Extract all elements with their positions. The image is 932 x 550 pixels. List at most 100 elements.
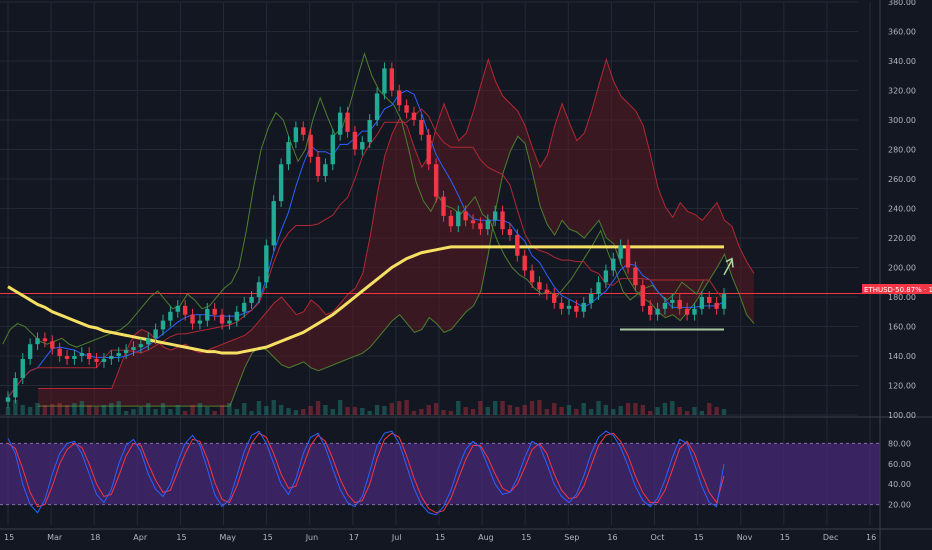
volume-bar — [456, 401, 461, 415]
candle-body — [367, 120, 372, 143]
candle-body — [389, 68, 395, 91]
candle-body — [323, 164, 328, 177]
volume-bar — [278, 405, 284, 415]
volume-bar — [315, 401, 321, 415]
candle-body — [596, 282, 601, 295]
volume-bar — [301, 409, 306, 415]
candle-body — [544, 289, 550, 295]
volume-bar — [522, 405, 527, 415]
candle-body — [574, 305, 579, 312]
volume-bar — [492, 401, 498, 415]
volume-bar — [109, 403, 114, 415]
candle-body — [529, 270, 535, 283]
cloud-area — [38, 59, 754, 407]
x-tick-label: 16 — [607, 533, 617, 542]
volume-bar — [197, 403, 203, 415]
volume-bar — [5, 407, 11, 415]
candle-body — [581, 302, 586, 312]
volume-bar — [647, 411, 653, 415]
volume-bar — [101, 405, 107, 415]
x-tick-label: 17 — [349, 533, 359, 542]
volume-bar — [123, 411, 129, 415]
candle-body — [256, 282, 262, 297]
candle-body — [433, 164, 439, 197]
volume-bar — [242, 403, 247, 415]
volume-bar — [50, 404, 55, 415]
candle-body — [109, 356, 114, 359]
y-tick-label: 120.00 — [888, 382, 916, 391]
candle-body — [27, 344, 33, 359]
volume-bar — [670, 401, 675, 415]
price-badge — [862, 284, 932, 294]
candle-body — [175, 305, 180, 312]
x-tick-label: 15 — [521, 533, 531, 542]
candle-body — [684, 308, 690, 315]
candle-body — [640, 285, 645, 306]
candle-body — [588, 294, 594, 303]
volume-bar — [603, 405, 609, 415]
candle-body — [131, 347, 136, 351]
candle-body — [345, 112, 350, 132]
volume-bar — [684, 411, 690, 415]
candle-body — [190, 314, 195, 324]
candle-body — [278, 164, 284, 202]
volume-bar — [566, 405, 572, 415]
candle-body — [456, 211, 461, 227]
candle-body — [441, 196, 446, 216]
y-tick-label: 280.00 — [888, 146, 916, 155]
y-tick-label: 380.00 — [888, 0, 916, 7]
candle-body — [182, 305, 188, 315]
y-tick-label: 140.00 — [888, 352, 916, 361]
candle-body — [315, 156, 321, 177]
candle-body — [507, 229, 513, 236]
volume-bar — [507, 405, 513, 415]
volume-bar — [293, 410, 299, 415]
x-tick-label: Oct — [651, 533, 665, 542]
candle-body — [227, 320, 232, 324]
volume-bar — [219, 405, 225, 415]
stoch-tick-label: 40.00 — [888, 480, 911, 489]
candle-body — [485, 220, 490, 230]
volume-bar — [397, 401, 402, 415]
candle-body — [633, 267, 638, 286]
volume-bar — [611, 409, 616, 415]
axes: 100.00 120.00 140.00 160.00 180.00 200.00 220.… — [4, 0, 916, 542]
x-tick-label: 15 — [780, 533, 790, 542]
candle-body — [5, 397, 11, 402]
candle-body — [360, 142, 365, 150]
cloud-span-b — [38, 135, 755, 407]
candle-body — [168, 311, 173, 321]
candle-body — [677, 299, 682, 309]
candle-body — [566, 305, 572, 309]
stoch-band — [0, 443, 880, 505]
y-tick-label: 200.00 — [888, 264, 916, 273]
volume-bar — [441, 410, 446, 415]
candle-body — [242, 302, 247, 312]
volume-bar — [249, 411, 254, 415]
candle-body — [721, 294, 727, 309]
x-tick-label: Aug — [478, 533, 494, 542]
volume-bar — [721, 409, 727, 415]
volume-bar — [345, 407, 350, 415]
volume-bar — [57, 403, 62, 415]
x-tick-label: 15 — [694, 533, 704, 542]
volume-bar — [175, 405, 180, 415]
candle-body — [64, 356, 70, 359]
volume-bar — [271, 400, 276, 415]
candle-body — [692, 308, 697, 315]
volume-bar — [529, 401, 535, 415]
candle-body — [271, 201, 276, 246]
x-tick-label: 15 — [176, 533, 186, 542]
candle-body — [500, 211, 505, 230]
candle-body — [655, 308, 660, 315]
candle-body — [286, 142, 291, 165]
candle-body — [330, 134, 335, 165]
volume-bar — [367, 411, 372, 415]
volume-bar — [633, 403, 638, 415]
candle-body — [419, 120, 424, 135]
volume-bar — [707, 403, 712, 415]
candle-body — [492, 211, 498, 221]
candle-body — [662, 302, 668, 309]
candle-body — [515, 235, 520, 256]
